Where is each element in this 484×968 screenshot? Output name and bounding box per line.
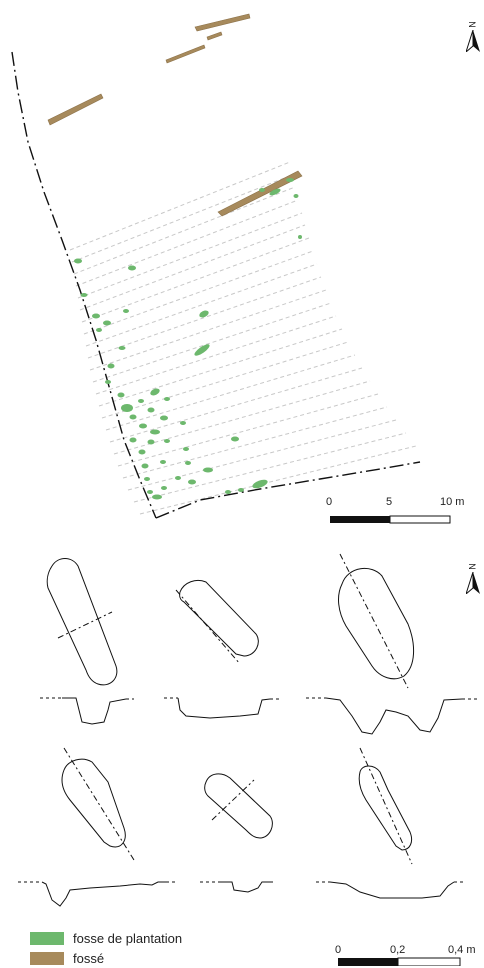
- north-arrow-top: N: [466, 20, 480, 54]
- legend-swatch-plantation: [30, 931, 64, 945]
- planting-row-lines: [69, 161, 417, 515]
- pit-5-plan: [204, 773, 273, 839]
- bottom-scale-bar: 0 0,2 0,4 m: [335, 944, 476, 966]
- pit-6-plan: [358, 747, 413, 865]
- north-arrow-icon: [466, 30, 480, 52]
- pit-6-profile: [316, 881, 466, 899]
- north-arrow-icon: [466, 572, 480, 594]
- legend-label-plantation: fosse de plantation: [73, 930, 183, 946]
- pit-3-plan: [338, 553, 414, 689]
- top-scale-label-10: 10 m: [440, 496, 464, 508]
- pit-3-profile: [306, 697, 480, 735]
- bottom-scale-label-04: 0,4 m: [448, 944, 476, 956]
- north-label: N: [466, 21, 477, 28]
- bottom-scale-label-0: 0: [335, 944, 341, 956]
- map-legend: fosse de plantation fossé: [30, 928, 250, 968]
- legend-item-plantation: fosse de plantation: [30, 928, 250, 948]
- top-scale-bar: 0 5 10 m: [326, 496, 464, 524]
- north-label: N: [466, 563, 477, 570]
- pit-4-profile: [18, 881, 178, 907]
- pit-4-plan: [61, 747, 135, 861]
- planting-pits: [74, 178, 302, 500]
- pit-2-plan: [175, 579, 259, 665]
- pit-1-profile: [40, 697, 134, 725]
- fosse-ditches: [47, 13, 303, 217]
- parcel-boundary: [11, 51, 421, 519]
- north-arrow-bottom: N: [466, 562, 480, 596]
- top-scale-label-5: 5: [386, 496, 392, 508]
- pit-1-plan: [46, 558, 118, 686]
- bottom-scale-label-02: 0,2: [390, 944, 405, 956]
- legend-label-fosse: fossé: [73, 950, 105, 966]
- legend-swatch-fosse: [30, 951, 64, 965]
- pit-2-profile: [164, 697, 282, 719]
- top-scale-label-0: 0: [326, 496, 332, 508]
- pit-5-profile: [200, 881, 276, 893]
- legend-item-fosse: fossé: [30, 948, 250, 968]
